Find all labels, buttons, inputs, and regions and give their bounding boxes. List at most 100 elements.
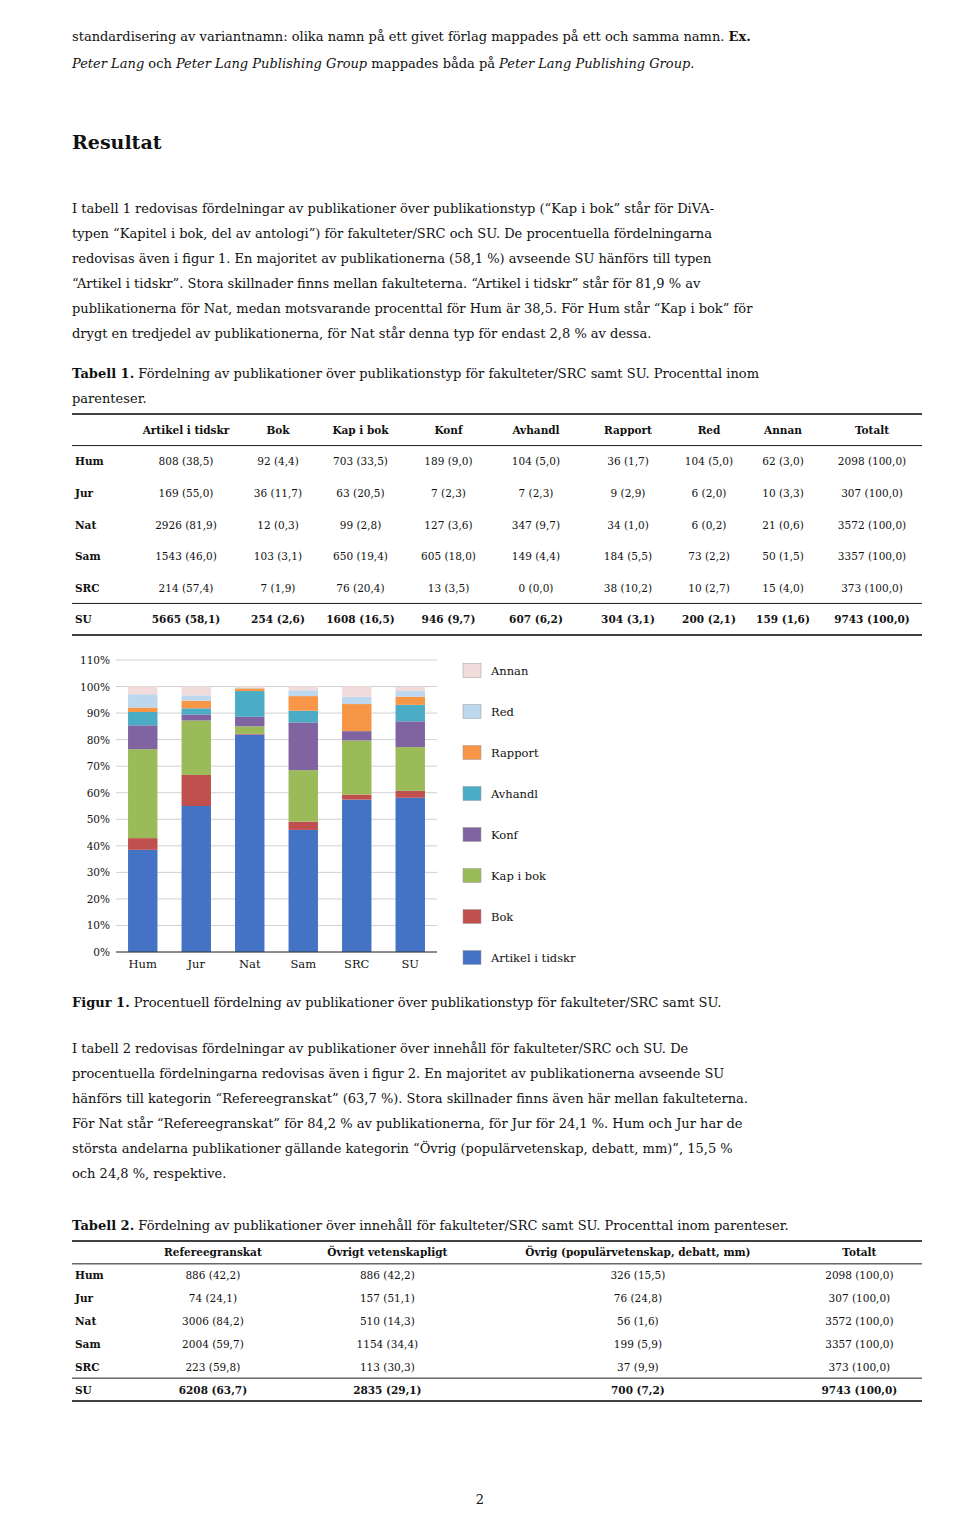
text-line: Tabell 1. Fördelning av publikationer öv… xyxy=(72,366,759,381)
x-tick-label: Sam xyxy=(290,957,316,971)
text-segment: Peter Lang Publishing Group xyxy=(175,56,368,71)
text-line: “Artikel i tidskr”. Stora skillnader fin… xyxy=(72,276,701,291)
table-cell: 184 (5,5) xyxy=(604,550,652,562)
bar-segment xyxy=(342,697,371,704)
bar-segment xyxy=(182,687,211,696)
table-cell: 3006 (84,2) xyxy=(182,1315,244,1327)
table-cell: 104 (5,0) xyxy=(685,455,733,467)
y-tick-label: 50% xyxy=(87,813,110,825)
table-header: Totalt xyxy=(855,424,889,436)
table-rule xyxy=(72,1263,922,1264)
table-cell: 605 (18,0) xyxy=(421,550,476,562)
grid-line xyxy=(116,713,437,714)
y-tick-label: 10% xyxy=(87,919,110,931)
table-cell: 5665 (58,1) xyxy=(152,613,220,625)
text-segment: och xyxy=(144,56,176,71)
table-cell: 1543 (46,0) xyxy=(155,550,217,562)
text-line: I tabell 1 redovisas fördelningar av pub… xyxy=(72,201,714,216)
table-cell: 76 (20,4) xyxy=(336,582,384,594)
chart: 0%10%20%30%40%50%60%70%80%90%100%110%Hum… xyxy=(80,654,576,971)
table-cell: 36 (1,7) xyxy=(607,455,649,467)
table-cell: Jur xyxy=(74,487,94,499)
table-cell: 2098 (100,0) xyxy=(825,1269,893,1281)
table-cell: 73 (2,2) xyxy=(688,550,730,562)
table-cell: 214 (57,4) xyxy=(159,582,214,594)
table-cell: 149 (4,4) xyxy=(512,550,560,562)
text-line: typen “Kapitel i bok, del av antologi”) … xyxy=(72,226,712,241)
table-cell: 6 (2,0) xyxy=(692,487,727,499)
table-cell: 3572 (100,0) xyxy=(825,1315,893,1327)
table-rule xyxy=(72,1240,922,1242)
y-tick-label: 60% xyxy=(87,787,110,799)
text-segment: Procentuell fördelning av publikationer … xyxy=(130,995,722,1010)
table-cell: 199 (5,9) xyxy=(614,1338,662,1350)
table: Artikel i tidskrBokKap i bokKonfAvhandlR… xyxy=(72,414,922,635)
table-rule xyxy=(72,413,922,415)
grid-line xyxy=(116,898,437,899)
text-line: Peter Lang och Peter Lang Publishing Gro… xyxy=(71,56,695,71)
legend-swatch xyxy=(463,910,481,924)
grid-line xyxy=(116,872,437,873)
grid-line xyxy=(116,686,437,687)
bar-segment xyxy=(342,731,371,740)
bar-segment xyxy=(128,838,157,850)
text-segment: mappades båda på xyxy=(367,56,499,71)
heading: Resultat xyxy=(72,131,162,153)
table-cell: 3357 (100,0) xyxy=(825,1338,893,1350)
legend-label: Annan xyxy=(490,664,529,678)
table-cell: 36 (11,7) xyxy=(254,487,302,499)
bar-segment xyxy=(289,696,318,711)
legend-swatch xyxy=(463,951,481,965)
table-cell: SU xyxy=(75,613,92,625)
table-cell: 703 (33,5) xyxy=(333,455,388,467)
table-cell: Hum xyxy=(75,1269,104,1281)
bar-segment xyxy=(182,708,211,714)
table-cell: 946 (9,7) xyxy=(422,613,476,625)
table-cell: 92 (4,4) xyxy=(257,455,299,467)
table-cell: 15 (4,0) xyxy=(762,582,804,594)
x-axis-line xyxy=(116,952,437,953)
bar-segment xyxy=(342,800,371,952)
legend-swatch xyxy=(463,828,481,842)
table-cell: 373 (100,0) xyxy=(829,1361,891,1373)
y-tick-label: 80% xyxy=(87,734,110,746)
legend-label: Rapport xyxy=(491,746,539,760)
table-header: Avhandl xyxy=(511,424,559,436)
bar-segment xyxy=(235,717,264,727)
table-cell: 373 (100,0) xyxy=(841,582,903,594)
table-cell: Hum xyxy=(75,455,104,467)
text-segment: Fördelning av publikationer över publika… xyxy=(134,366,759,381)
table-cell: 37 (9,9) xyxy=(617,1361,659,1373)
table-cell: 2835 (29,1) xyxy=(353,1384,421,1396)
text-line: procentuella fördelningarna redovisas äv… xyxy=(72,1066,724,1081)
table-cell: 254 (2,6) xyxy=(251,613,305,625)
bar-segment xyxy=(182,806,211,952)
bar-segment xyxy=(396,747,425,791)
table-cell: 99 (2,8) xyxy=(340,519,382,531)
table-cell: 7 (2,3) xyxy=(431,487,466,499)
y-tick-label: 0% xyxy=(93,946,110,958)
table-cell: SRC xyxy=(75,582,100,594)
text-segment: Tabell 1. xyxy=(72,366,134,381)
bar-segment xyxy=(235,686,264,688)
table-cell: 10 (3,3) xyxy=(762,487,804,499)
table-header: Red xyxy=(698,424,721,436)
text-line: hänförs till kategorin “Refereegranskat”… xyxy=(72,1091,748,1106)
x-tick-label: Nat xyxy=(239,957,261,971)
table-cell: 326 (15,5) xyxy=(610,1269,665,1281)
legend-label: Avhandl xyxy=(490,787,538,801)
text-segment: Figur 1. xyxy=(72,995,130,1010)
table-cell: 6 (0,2) xyxy=(692,519,727,531)
legend-swatch xyxy=(463,869,481,883)
legend-label: Konf xyxy=(491,828,519,842)
table-cell: 886 (42,2) xyxy=(360,1269,415,1281)
table-header: Annan xyxy=(763,424,802,436)
table-cell: 7 (2,3) xyxy=(519,487,554,499)
text-line: största andelarna publikationer gällande… xyxy=(72,1140,733,1156)
table-cell: 0 (0,0) xyxy=(519,582,554,594)
table-header: Konf xyxy=(434,424,464,436)
legend-label: Red xyxy=(491,705,514,719)
text-line: För Nat står “Refereegranskat” för 84,2 … xyxy=(72,1116,743,1131)
table-cell: 159 (1,6) xyxy=(756,613,810,625)
table-cell: 2098 (100,0) xyxy=(838,455,906,467)
